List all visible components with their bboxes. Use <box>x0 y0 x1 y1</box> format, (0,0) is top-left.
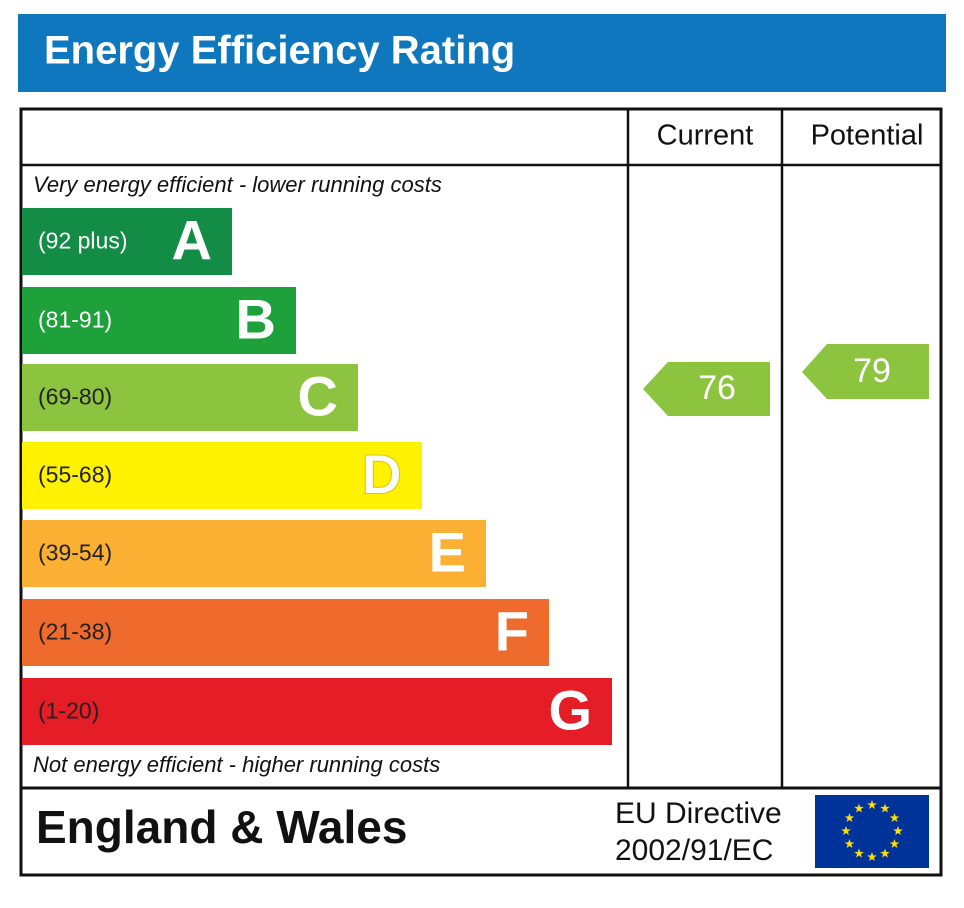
band-range: (55-68) <box>38 462 112 488</box>
band-bar <box>22 442 422 509</box>
eu-star <box>854 848 864 858</box>
eu-star <box>880 803 890 813</box>
band-letter: E <box>429 520 466 583</box>
eu-stars <box>841 800 903 861</box>
eu-star <box>867 852 877 861</box>
column-header: Potential <box>811 120 924 152</box>
band-bar <box>22 520 486 587</box>
eu-star <box>880 848 890 858</box>
frame <box>19 107 943 877</box>
potential-arrow <box>802 344 929 399</box>
bands: (92 plus) A (81-91) B (69-80) C (55-68) D (39-54… <box>22 208 612 745</box>
eu-star <box>841 826 851 835</box>
eu-star <box>867 800 877 809</box>
band-letter: A <box>172 208 212 271</box>
eu-star <box>854 803 864 813</box>
title-bar <box>18 14 946 92</box>
band-range: (81-91) <box>38 307 112 333</box>
eu-star <box>889 839 900 848</box>
band-bar <box>22 364 358 431</box>
directive: 2002/91/EC <box>615 834 773 867</box>
band-letter: D <box>362 442 402 505</box>
eu-star <box>893 826 903 835</box>
band-bar <box>22 208 232 275</box>
band-range: (39-54) <box>38 540 112 566</box>
current-rating: 76 <box>698 369 736 407</box>
band-bar <box>22 678 612 745</box>
eu-star <box>844 839 855 848</box>
bottom-note: Not energy efficient - higher running co… <box>33 752 440 777</box>
band-range: (69-80) <box>38 384 112 410</box>
top-note: Very energy efficient - lower running co… <box>33 172 442 197</box>
eu-star <box>889 813 900 822</box>
region: England & Wales <box>36 801 407 853</box>
band-letter: B <box>236 287 276 350</box>
band-letter: G <box>548 678 592 741</box>
potential-rating: 79 <box>853 352 891 390</box>
title: Energy Efficiency Rating <box>44 29 515 73</box>
current-arrow <box>643 362 770 416</box>
band-range: (21-38) <box>38 619 112 645</box>
band-letter: C <box>298 364 338 427</box>
band-range: (1-20) <box>38 698 99 724</box>
eu-star <box>844 813 855 822</box>
directive: EU Directive <box>615 797 782 830</box>
band-bar <box>22 287 296 354</box>
column-header: Current <box>657 120 754 152</box>
band-letter: F <box>495 599 529 662</box>
band-bar <box>22 599 549 666</box>
band-range: (92 plus) <box>38 228 127 254</box>
